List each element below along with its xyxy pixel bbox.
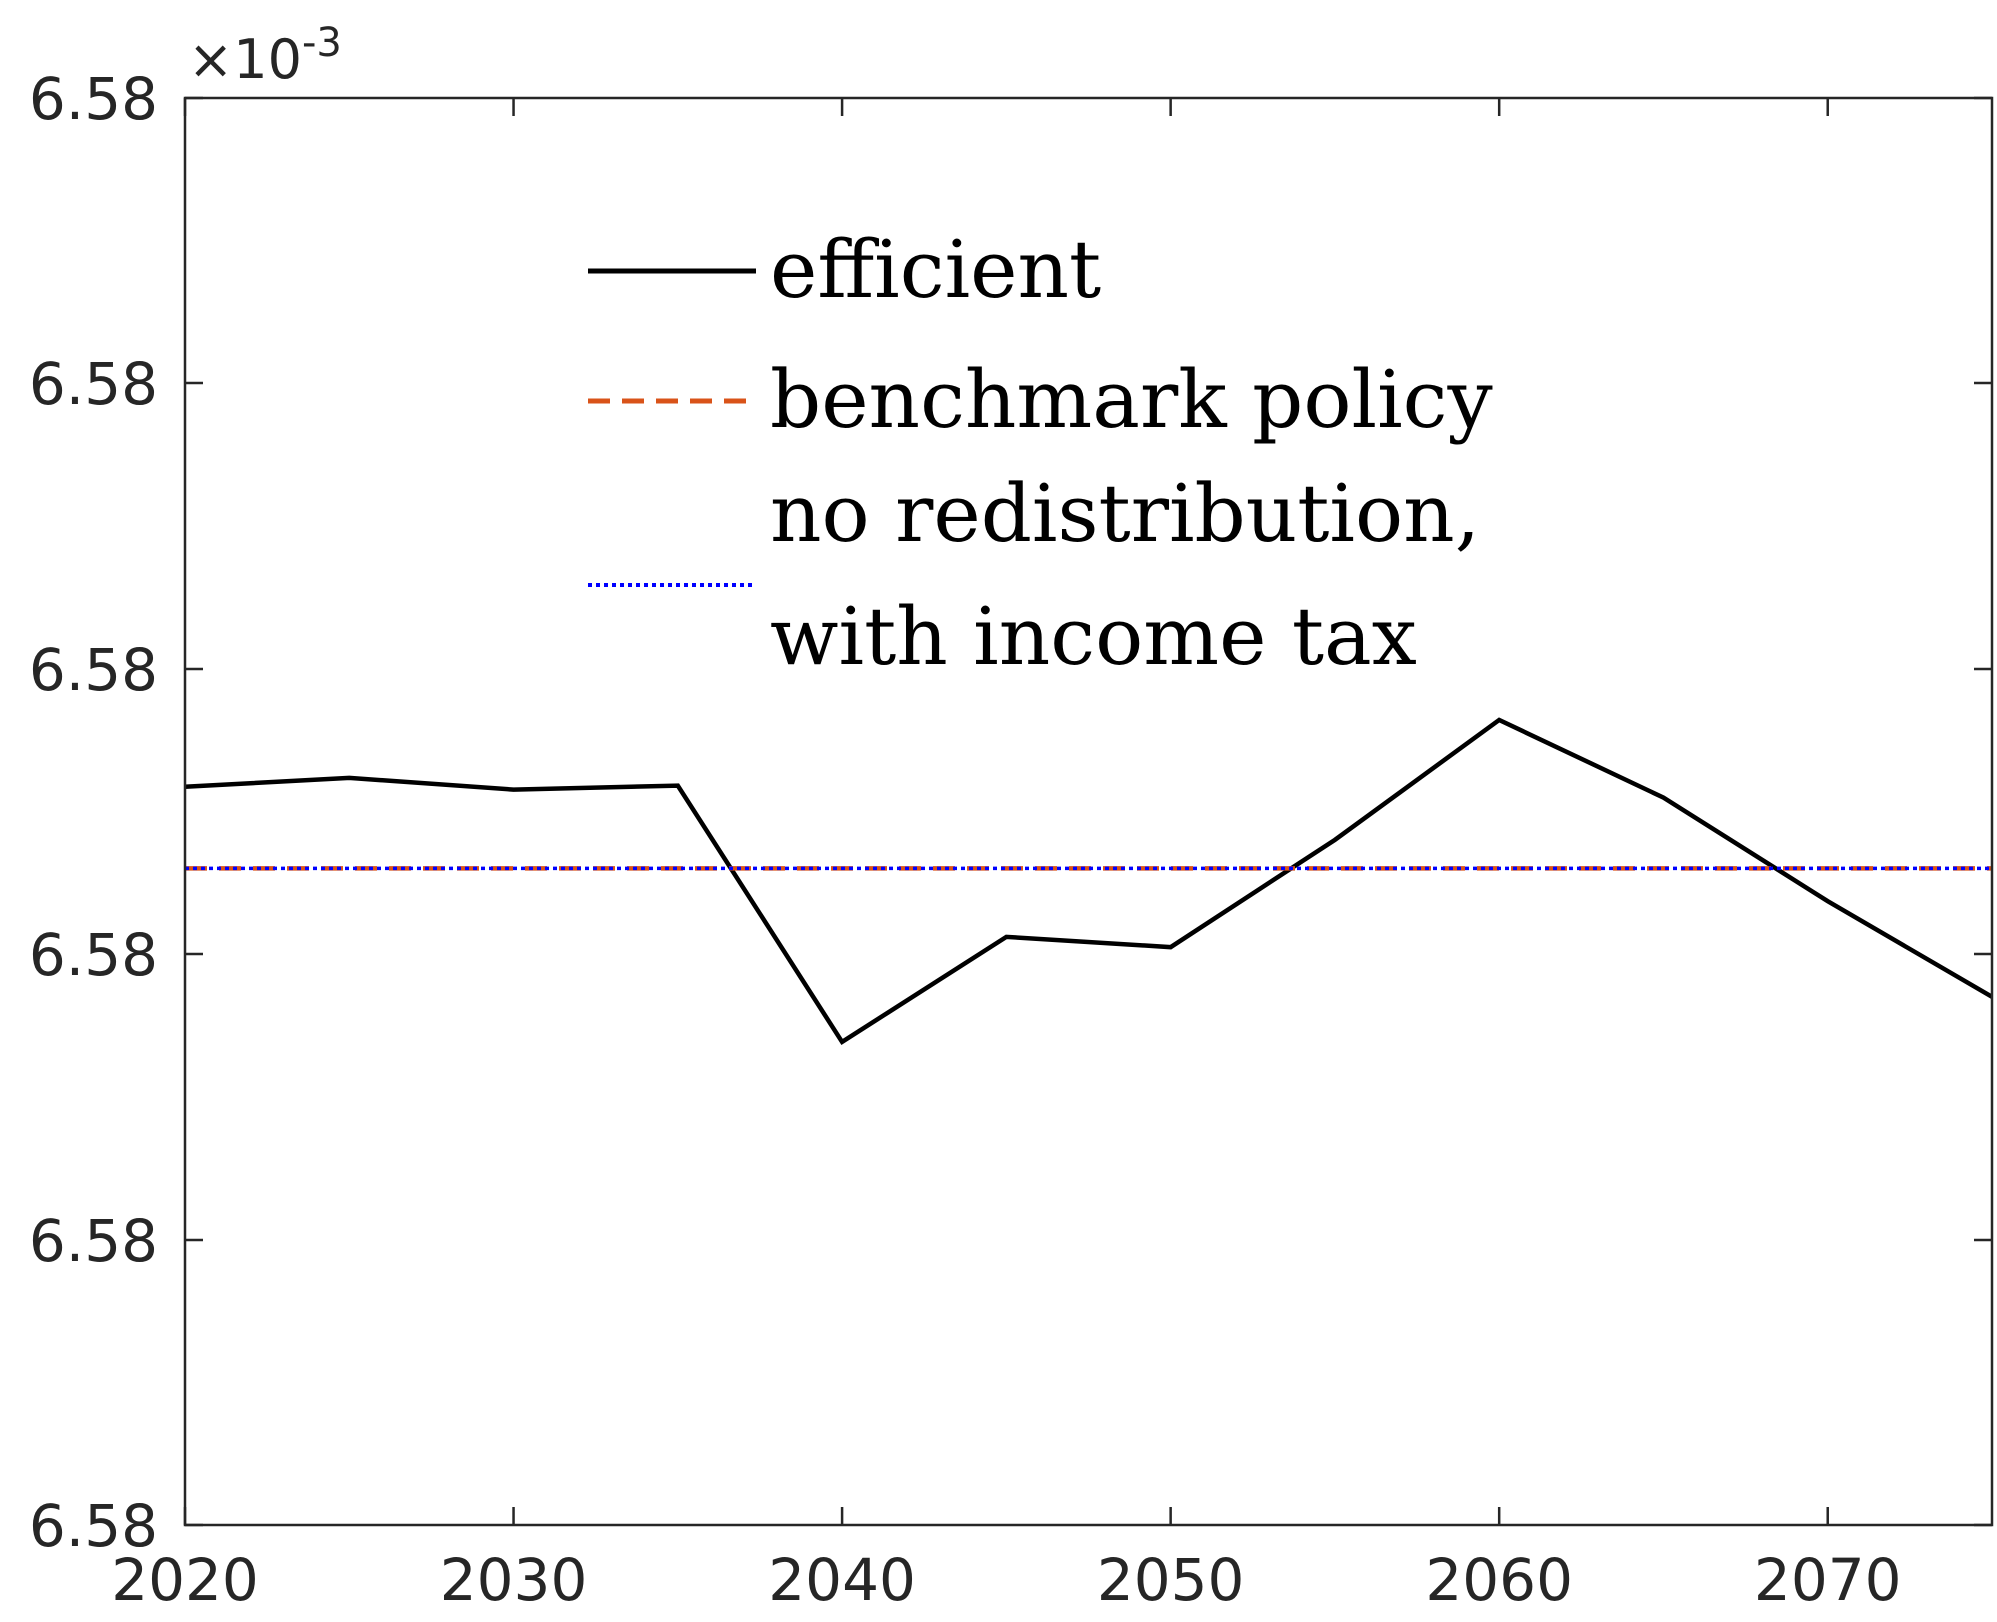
x-tick-label: 2060 (1425, 1546, 1573, 1614)
x-tick-label: 2040 (768, 1546, 916, 1614)
y-tick-labels: 6.58 6.58 6.58 6.58 6.58 6.58 (29, 65, 158, 1560)
x-tick-labels: 2020 2030 2040 2050 2060 2070 (111, 1546, 1901, 1614)
y-tick-label: 6.58 (29, 921, 158, 989)
series-layer (184, 717, 1994, 1046)
y-tick-label: 6.58 (29, 1207, 158, 1275)
x-tick-label: 2030 (440, 1546, 588, 1614)
y-exponent-base: ×10 (188, 28, 302, 91)
y-tick-label: 6.58 (29, 636, 158, 704)
legend: efficient benchmark policy no redistribu… (588, 223, 1493, 683)
legend-label-no-redistribution-line2: with income tax (770, 590, 1417, 683)
legend-label-efficient: efficient (770, 223, 1101, 316)
y-tick-label: 6.58 (29, 65, 158, 133)
legend-label-benchmark: benchmark policy (770, 353, 1493, 446)
y-tick-label: 6.58 (29, 1492, 158, 1560)
x-tick-label: 2020 (111, 1546, 259, 1614)
axes-frame (183, 96, 1994, 1527)
y-exponent-power: -3 (302, 20, 342, 66)
y-exponent-label: ×10-3 (188, 20, 342, 91)
series-line-efficient (184, 717, 1994, 1046)
x-tick-label: 2050 (1097, 1546, 1245, 1614)
plot-border (183, 96, 1994, 1527)
y-tick-label: 6.58 (29, 350, 158, 418)
legend-label-no-redistribution-line1: no redistribution, (770, 467, 1480, 560)
x-tick-label: 2070 (1754, 1546, 1902, 1614)
